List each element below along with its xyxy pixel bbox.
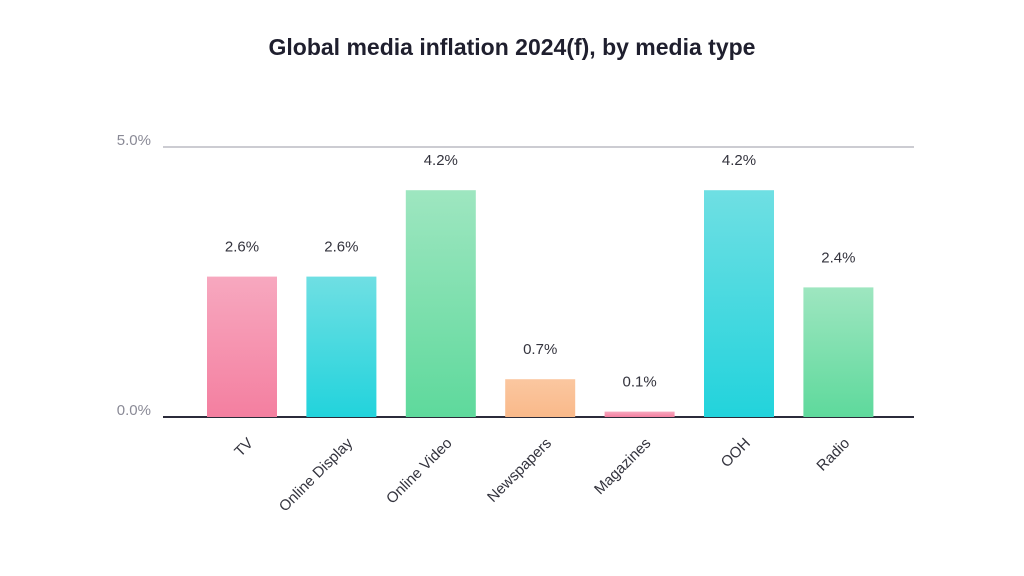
data-label: 0.1% [622,374,656,391]
bar-radio [803,287,874,417]
data-label: 2.4% [821,249,855,266]
x-tick-label: Magazines [591,435,654,498]
x-tick-label: TV [231,435,257,461]
y-tick-label: 5.0% [117,132,151,149]
bar-online-display [306,276,377,417]
x-tick-label: Radio [813,435,853,475]
chart-title: Global media inflation 2024(f), by media… [268,34,756,60]
bar-ooh [704,190,774,417]
data-label: 4.2% [424,152,458,169]
bar-online-video [405,190,476,417]
data-label: 2.6% [324,239,358,256]
x-tick-label: Online Display [276,434,357,515]
data-label: 4.2% [722,152,756,169]
x-tick-label: OOH [718,435,754,471]
x-tick-label: Online Video [383,435,456,508]
bar-tv [207,276,277,417]
y-tick-label: 0.0% [117,402,151,419]
data-label: 0.7% [523,341,557,358]
bar-newspapers [505,379,576,417]
x-tick-label: Newspapers [484,435,555,506]
bar-magazines [604,411,675,417]
data-label: 2.6% [225,239,259,256]
